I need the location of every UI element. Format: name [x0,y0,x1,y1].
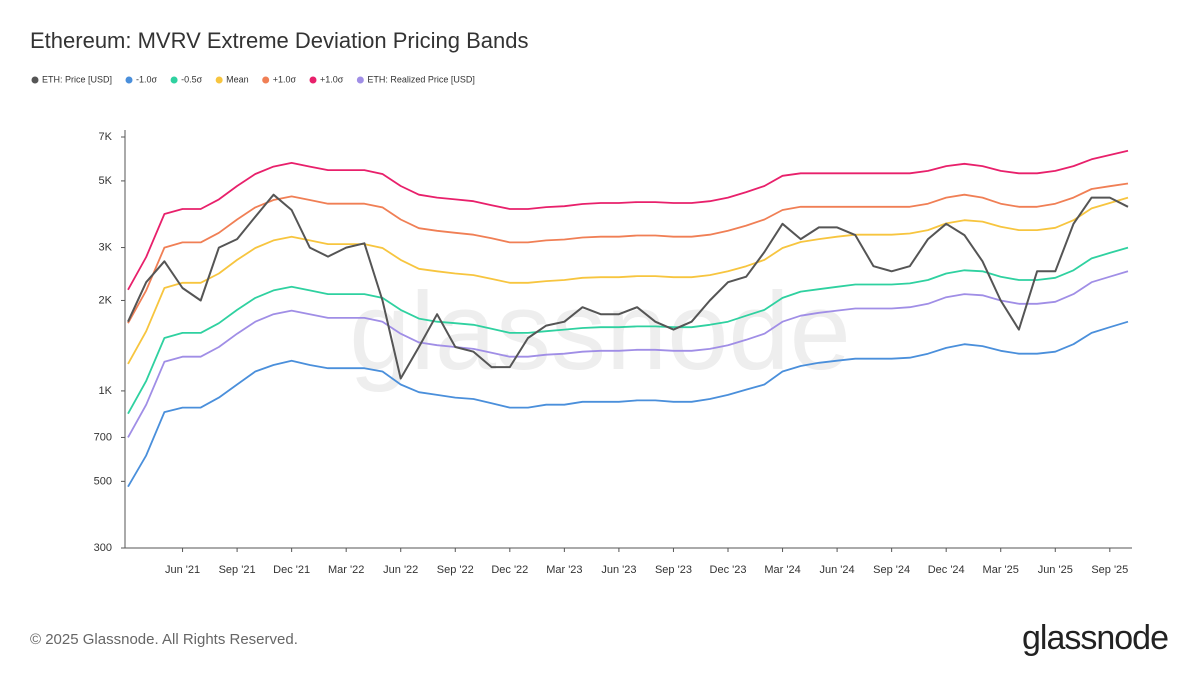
y-tick-label: 1K [99,385,113,397]
copyright: © 2025 Glassnode. All Rights Reserved. [30,631,298,648]
legend-label: ETH: Price [USD] [42,74,112,84]
series-line [127,320,1129,488]
x-tick-label: Jun '25 [1038,564,1073,576]
series-line [127,196,1129,365]
x-tick-label: Sep '22 [437,564,474,576]
y-tick-label: 7K [99,131,113,143]
series-line [127,149,1129,291]
logo: glassnode [1022,619,1168,657]
x-tick-label: Jun '24 [820,564,855,576]
x-tick-label: Jun '22 [383,564,418,576]
watermark: glassnode [349,270,851,393]
x-tick-label: Sep '25 [1091,564,1128,576]
y-tick-label: 3K [99,241,113,253]
x-tick-label: Mar '24 [764,564,800,576]
x-tick-label: Jun '21 [165,564,200,576]
legend-swatch [170,76,178,84]
x-tick-label: Sep '24 [873,564,910,576]
legend-label: +1.0σ [273,74,297,84]
legend-swatch [309,76,317,84]
series-line [127,193,1129,380]
series-line [127,246,1129,415]
y-tick-label: 300 [94,542,112,554]
legend-label: ETH: Realized Price [USD] [367,74,475,84]
x-tick-label: Mar '22 [328,564,364,576]
x-tick-label: Mar '23 [546,564,582,576]
legend-swatch [31,76,39,84]
x-tick-label: Dec '22 [491,564,528,576]
x-tick-label: Sep '21 [219,564,256,576]
legend-label: +1.0σ [320,74,344,84]
chart-title: Ethereum: MVRV Extreme Deviation Pricing… [30,28,528,53]
x-tick-label: Sep '23 [655,564,692,576]
x-tick-label: Dec '21 [273,564,310,576]
legend-swatch [262,76,270,84]
legend-swatch [215,76,223,84]
series-line [127,270,1129,438]
x-tick-label: Jun '23 [601,564,636,576]
legend-label: Mean [226,74,249,84]
legend-label: -1.0σ [136,74,158,84]
legend-swatch [125,76,133,84]
series-line [127,182,1129,324]
y-tick-label: 5K [99,175,113,187]
x-tick-label: Mar '25 [983,564,1019,576]
y-tick-label: 2K [99,294,113,306]
legend-label: -0.5σ [181,74,203,84]
legend-swatch [356,76,364,84]
x-tick-label: Dec '23 [710,564,747,576]
y-tick-label: 700 [94,431,112,443]
x-tick-label: Dec '24 [928,564,965,576]
y-tick-label: 500 [94,475,112,487]
